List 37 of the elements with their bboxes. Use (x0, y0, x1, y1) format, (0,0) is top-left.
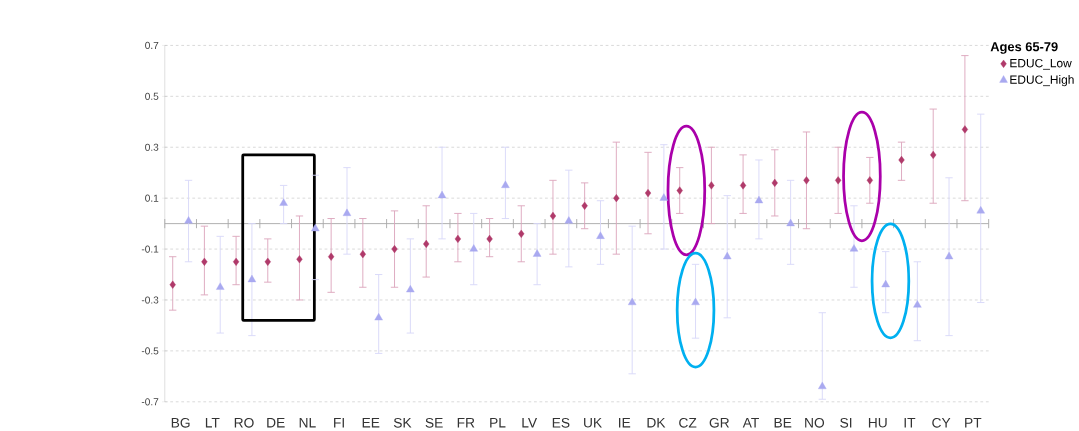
y-tick-label: -0.7 (141, 398, 159, 406)
x-tick-label: PL (490, 418, 506, 428)
y-tick-label: 0.1 (145, 194, 159, 202)
x-tick-label: PT (965, 418, 982, 428)
x-tick-label: GR (709, 418, 730, 428)
x-tick-label: SE (425, 418, 443, 428)
x-tick-label: RO (234, 418, 254, 428)
x-tick-label: AT (742, 418, 759, 428)
x-tick-label: IE (619, 418, 631, 428)
x-tick-label: FI (334, 418, 344, 428)
y-tick-label: 0.5 (145, 92, 159, 101)
x-tick-label: BG (171, 418, 190, 428)
x-tick-label: ES (552, 418, 570, 428)
x-tick-label: CZ (679, 418, 697, 428)
y-tick-label: -0.5 (141, 347, 159, 355)
x-tick-label: FR (457, 418, 475, 428)
x-tick-label: UK (584, 418, 602, 428)
x-tick-label: SK (393, 418, 412, 428)
x-tick-label: CY (932, 418, 951, 428)
x-tick-label: EE (362, 418, 380, 428)
y-tick-label: -0.3 (141, 296, 159, 304)
x-tick-label: SI (840, 418, 852, 428)
x-tick-label: NO (805, 418, 825, 428)
legend-label: EDUC_Low (1010, 59, 1072, 70)
x-tick-label: LV (522, 418, 538, 428)
x-tick-label: BE (774, 418, 792, 428)
x-tick-label: HU (868, 418, 887, 428)
x-tick-label: LT (205, 418, 220, 428)
legend-label: EDUC_High (1010, 75, 1074, 87)
y-tick-label: -0.1 (141, 245, 159, 253)
x-tick-label: NL (299, 418, 316, 428)
y-tick-label: 0.7 (145, 42, 159, 50)
y-tick-label: 0.3 (145, 143, 159, 151)
legend-title: Ages 65-79 (990, 42, 1058, 54)
x-tick-label: DK (647, 418, 666, 428)
x-tick-label: IT (904, 418, 916, 428)
x-tick-label: DE (267, 418, 285, 428)
